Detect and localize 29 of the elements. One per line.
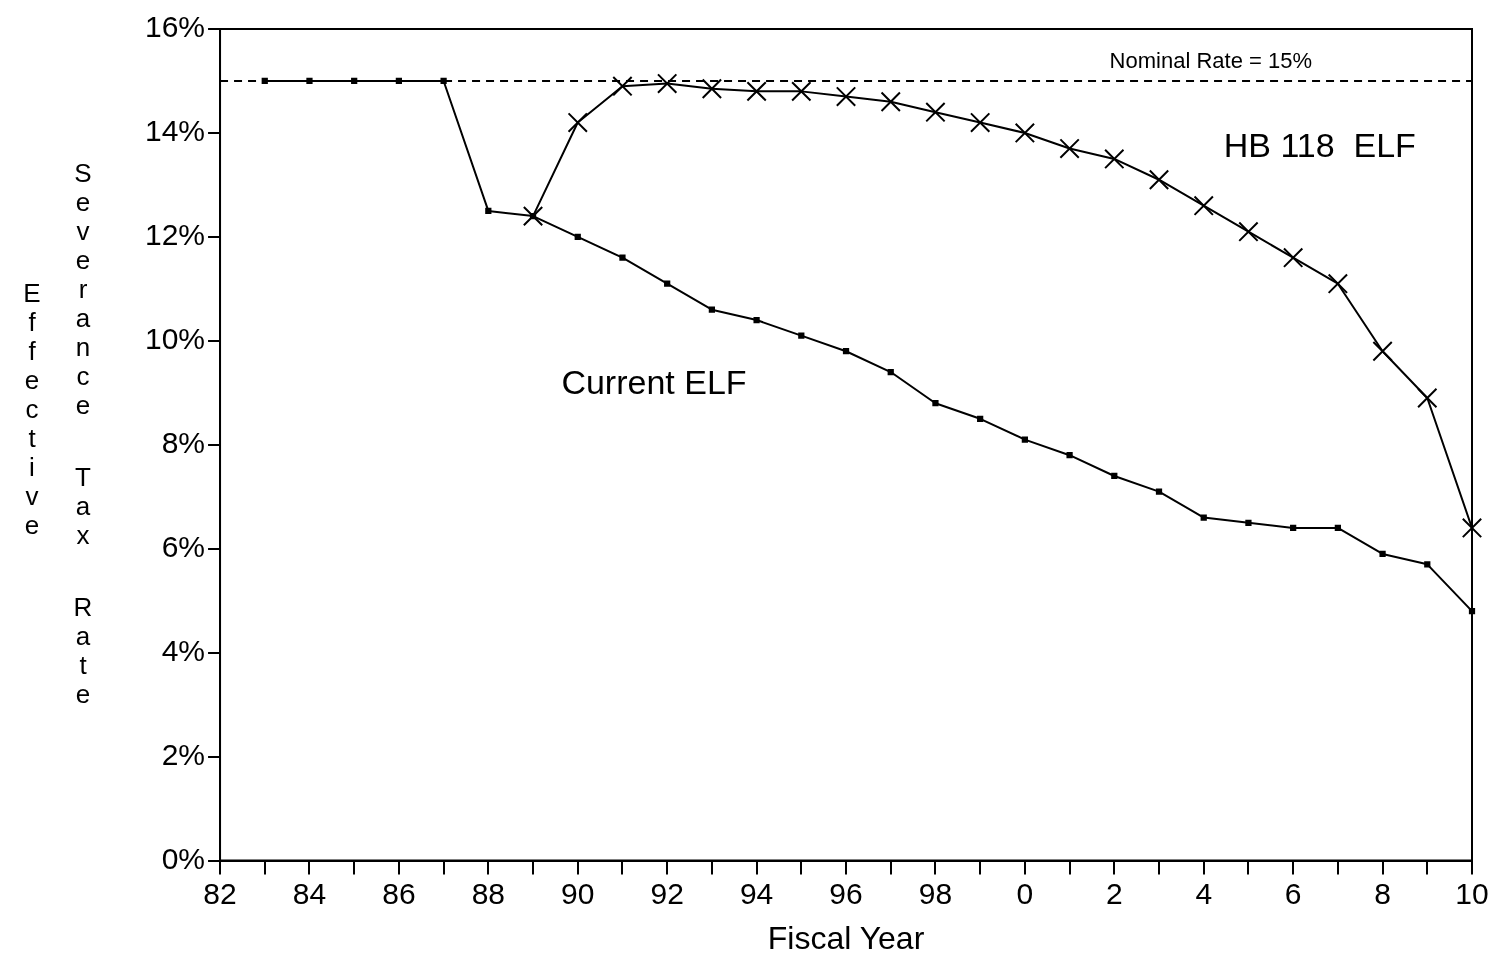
y-tick-label: 2%	[161, 737, 206, 771]
x-tick-label: 84	[292, 876, 327, 910]
y-tick-label: 6%	[161, 530, 206, 564]
y-tick-label: 10%	[145, 322, 206, 356]
x-tick-label: 8	[1374, 876, 1391, 910]
x-tick-label: 96	[829, 876, 863, 910]
x-tick-label: 94	[739, 876, 774, 910]
series-label: HB 118 ELF	[1223, 126, 1416, 165]
y-tick-label: 12%	[145, 218, 206, 252]
x-tick-label: 92	[650, 876, 684, 910]
x-tick-label: 86	[382, 876, 416, 910]
x-tick-label: 2	[1105, 876, 1123, 910]
x-tick-label: 6	[1284, 876, 1302, 910]
y-tick-label: 8%	[161, 426, 206, 460]
series-label: Current ELF	[561, 363, 747, 402]
y-tick-label: 16%	[145, 10, 206, 44]
y-tick-label: 0%	[161, 841, 206, 875]
x-tick-label: 82	[203, 876, 237, 910]
x-tick-label: 10	[1455, 876, 1489, 910]
y-axis-title: Effective Severance Tax Rate	[16, 158, 98, 708]
x-tick-label: 90	[561, 876, 595, 910]
y-tick-label: 14%	[145, 114, 206, 148]
y-tick-label: 4%	[161, 633, 206, 667]
ref-line-label: Nominal Rate = 15%	[1109, 48, 1312, 74]
x-axis-title: Fiscal Year	[767, 919, 925, 956]
x-tick-label: 88	[471, 876, 506, 910]
x-tick-label: 4	[1195, 876, 1213, 910]
x-tick-label: 98	[918, 876, 953, 910]
x-tick-label: 0	[1016, 876, 1034, 910]
